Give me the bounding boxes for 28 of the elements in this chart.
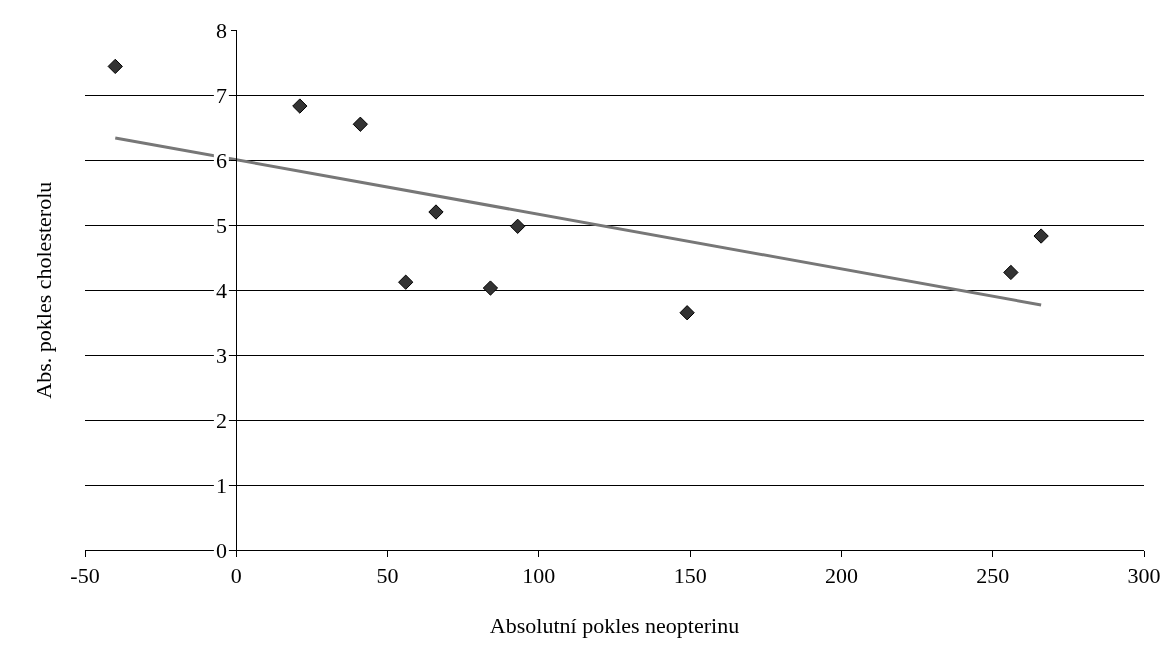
x-tick-label: -50 <box>70 563 100 589</box>
x-tick-label: 150 <box>673 563 707 589</box>
y-tick-label: 7 <box>215 82 227 108</box>
y-tick-label: 8 <box>215 17 227 43</box>
point <box>352 116 368 132</box>
point <box>1033 228 1049 244</box>
x-tick-label: 50 <box>376 563 399 589</box>
y-axis-title: Abs. pokles cholesterolu <box>30 181 56 399</box>
y-tick-label: 4 <box>215 277 227 303</box>
y-tick-label: 3 <box>215 342 227 368</box>
y-tick-label: 2 <box>215 407 227 433</box>
point <box>510 218 526 234</box>
point <box>292 98 308 114</box>
x-tick-label: 300 <box>1127 563 1161 589</box>
point <box>107 58 123 75</box>
x-axis-title: Absolutní pokles neopterinu <box>489 613 740 639</box>
point <box>428 204 444 220</box>
y-tick-label: 6 <box>215 147 227 173</box>
x-tick-label: 100 <box>522 563 556 589</box>
point <box>1003 264 1019 281</box>
x-tick-label: 200 <box>824 563 858 589</box>
point <box>482 280 499 296</box>
x-tick-label: 250 <box>976 563 1010 589</box>
y-tick-label: 0 <box>215 537 227 563</box>
y-tick-label: 5 <box>215 212 227 238</box>
point <box>398 274 414 290</box>
point <box>679 305 695 321</box>
y-tick-label: 1 <box>215 472 227 498</box>
